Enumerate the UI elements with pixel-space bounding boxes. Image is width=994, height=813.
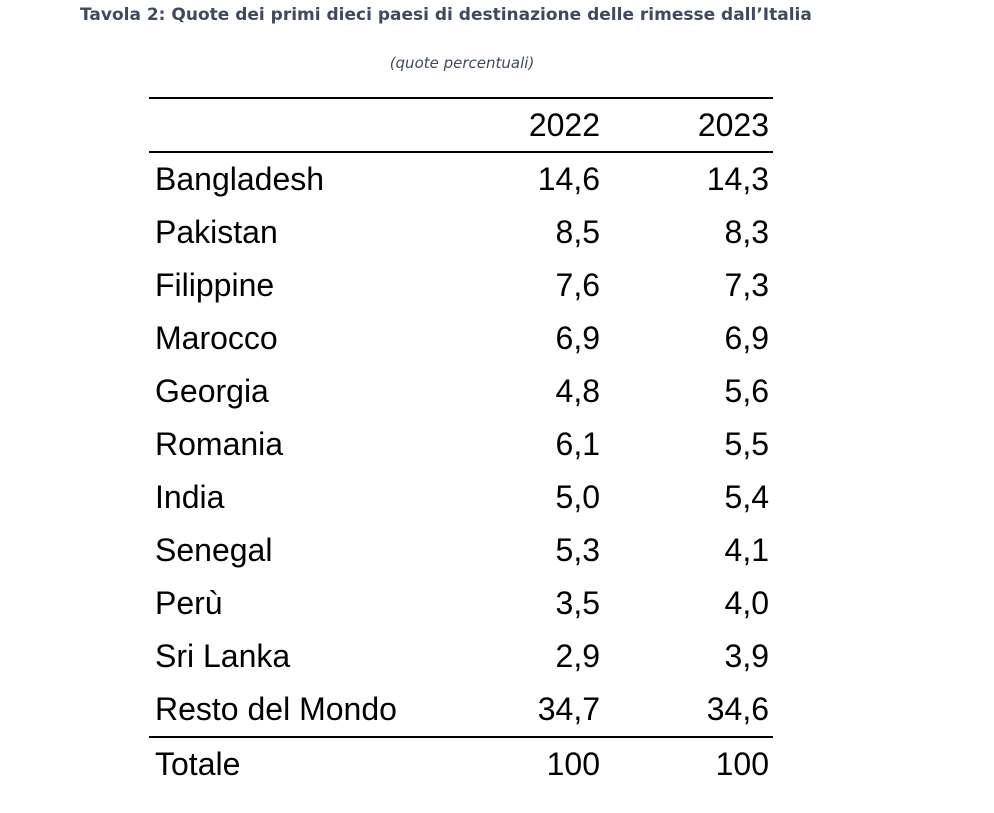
header-rule [149,151,773,153]
country-label: Bangladesh [155,161,325,197]
country-label: Romania [155,426,284,462]
value-2023: 34,6 [706,691,769,727]
table-row: Filippine 7,6 7,3 [149,259,773,312]
table-row: Resto del Mondo 34,7 34,6 [149,683,773,736]
country-label: Senegal [155,532,273,568]
total-row: Totale 100 100 [149,738,773,791]
table-row: India 5,0 5,4 [149,471,773,524]
value-2022: 2,9 [555,638,600,674]
country-label: Georgia [155,373,269,409]
value-2022: 4,8 [555,373,600,409]
value-2022: 5,0 [555,479,600,515]
country-label: Sri Lanka [155,638,291,674]
table-row: Sri Lanka 2,9 3,9 [149,630,773,683]
value-2022: 14,6 [537,161,600,197]
value-2023: 5,5 [724,426,769,462]
value-2023: 6,9 [724,320,769,356]
value-2023: 5,4 [724,479,769,515]
table-row: Georgia 4,8 5,6 [149,365,773,418]
total-label: Totale [155,746,241,782]
data-table: 2022 2023 Bangladesh 14,6 14,3 Pakistan … [149,97,773,791]
value-2022: 5,3 [555,532,600,568]
country-label: India [155,479,225,515]
table-row: Perù 3,5 4,0 [149,577,773,630]
table-title: Tavola 2: Quote dei primi dieci paesi di… [80,5,812,25]
value-2022: 34,7 [537,691,600,727]
table-row: Romania 6,1 5,5 [149,418,773,471]
country-label: Perù [155,585,223,621]
country-label: Filippine [155,267,275,303]
value-2023: 7,3 [724,267,769,303]
value-2023: 3,9 [724,638,769,674]
value-2022: 8,5 [555,214,600,250]
country-label: Marocco [155,320,278,356]
value-2022: 6,1 [555,426,600,462]
table-row: Pakistan 8,5 8,3 [149,206,773,259]
value-2023: 8,3 [724,214,769,250]
total-rule [149,736,773,738]
value-2023: 5,6 [724,373,769,409]
header-row: 2022 2023 [149,99,773,151]
value-2023: 14,3 [706,161,769,197]
table-row: Senegal 5,3 4,1 [149,524,773,577]
table-row: Bangladesh 14,6 14,3 [149,153,773,206]
value-2022: 6,9 [555,320,600,356]
table-row: Marocco 6,9 6,9 [149,312,773,365]
total-value-2022: 100 [546,746,600,782]
column-header-2022: 2022 [528,106,600,143]
total-value-2023: 100 [715,746,769,782]
top-rule [149,97,773,99]
value-2022: 3,5 [555,585,600,621]
country-label: Resto del Mondo [155,691,397,727]
country-label: Pakistan [155,214,278,250]
value-2022: 7,6 [555,267,600,303]
column-header-2023: 2023 [697,106,769,143]
value-2023: 4,0 [724,585,769,621]
table-subtitle: (quote percentuali) [389,54,535,72]
value-2023: 4,1 [724,532,769,568]
